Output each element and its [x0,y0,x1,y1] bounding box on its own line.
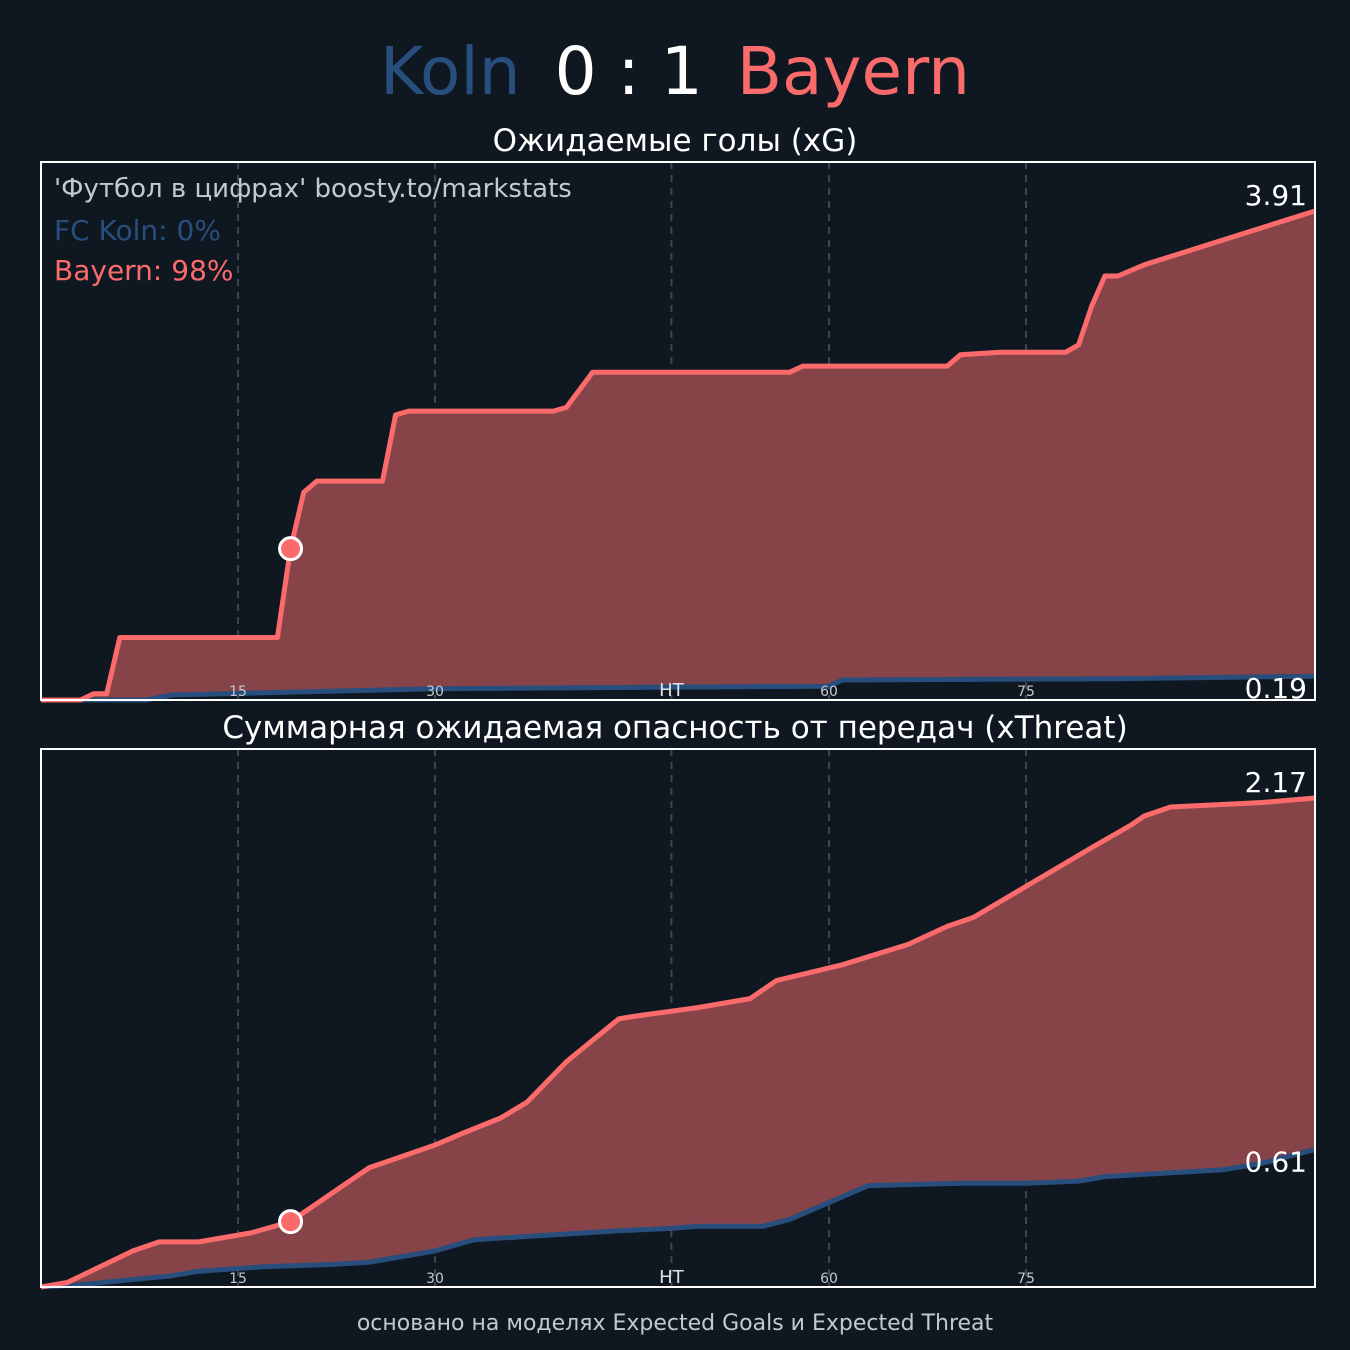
xthreat-tick-label: HT [659,1267,685,1288]
xg-tick-label: 30 [426,684,444,700]
credit-text: 'Футбол в цифрах' boosty.to/markstats [54,174,572,204]
xg-goal-marker [278,536,304,562]
xg-tick-label: 15 [229,684,247,700]
xg-area-fill [41,211,1315,700]
match-score: 0 : 1 [554,33,703,110]
xg-tick-label: HT [659,680,685,701]
xthreat-chart: 15 30 HT 60 75 2.17 0.61 [40,748,1316,1290]
away-team-name: Bayern [736,33,970,110]
xthreat-frame [40,748,1316,1288]
xthreat-tick-label: 60 [820,1271,838,1287]
xthreat-home-line [40,1147,1316,1290]
xg-frame [40,161,1316,701]
footer-note: основано на моделях Expected Goals и Exp… [357,1311,994,1336]
match-header: Koln 0 : 1 Bayern [0,22,1350,122]
away-win-probability: Bayern: 98% [54,254,234,287]
xg-tick-label: 60 [820,684,838,700]
xthreat-tick-label: 30 [426,1271,444,1287]
xthreat-away-final-label: 2.17 [1245,766,1307,799]
xg-tick-label: 75 [1017,684,1035,700]
xg-away-line [41,208,1316,703]
xthreat-home-final-label: 0.61 [1245,1146,1307,1179]
xthreat-area-fill [41,798,1315,1287]
home-win-probability: FC Koln: 0% [54,214,221,247]
xg-away-final-label: 3.91 [1245,179,1307,212]
xthreat-away-line [40,795,1316,1290]
home-team-name: Koln [380,33,521,110]
xg-chart-title: Ожидаемые голы (xG) [493,123,858,159]
xthreat-tick-label: 75 [1017,1271,1035,1287]
xthreat-tick-label: 15 [229,1271,247,1287]
xg-chart: 15 30 HT 60 753.910.19 [40,161,1316,705]
xthreat-chart-title: Суммарная ожидаемая опасность от передач… [222,710,1127,746]
xthreat-goal-marker [278,1209,304,1235]
